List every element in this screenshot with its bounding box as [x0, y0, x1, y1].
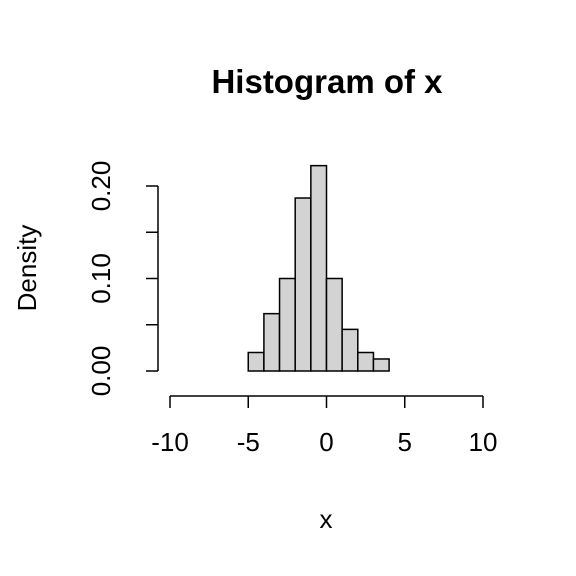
histogram-bar: [263, 312, 281, 372]
y-tick-label: 0.00: [86, 346, 116, 397]
bars-group: [247, 164, 390, 372]
x-tick-label: 5: [398, 427, 412, 457]
histogram-bar: [357, 351, 375, 372]
y-tick-label: 0.20: [86, 161, 116, 212]
histogram-bar: [247, 351, 265, 372]
x-axis: -10 -5 0 5 10: [151, 395, 498, 457]
y-tick-label: 0.10: [86, 253, 116, 304]
histogram-bar: [325, 277, 343, 372]
histogram-bar: [278, 277, 296, 372]
chart-title: Histogram of x: [211, 63, 443, 100]
histogram-bar: [294, 197, 312, 372]
histogram-bar: [372, 358, 390, 372]
y-axis: 0.00 0.10 0.20: [86, 161, 159, 397]
x-tick-label: -5: [237, 427, 260, 457]
histogram-bar: [341, 328, 359, 372]
x-tick-label: 10: [469, 427, 498, 457]
x-tick-label: -10: [151, 427, 189, 457]
x-tick-label: 0: [319, 427, 333, 457]
y-axis-label: Density: [12, 225, 42, 312]
x-axis-label: x: [320, 504, 333, 534]
histogram-bar: [310, 164, 328, 372]
